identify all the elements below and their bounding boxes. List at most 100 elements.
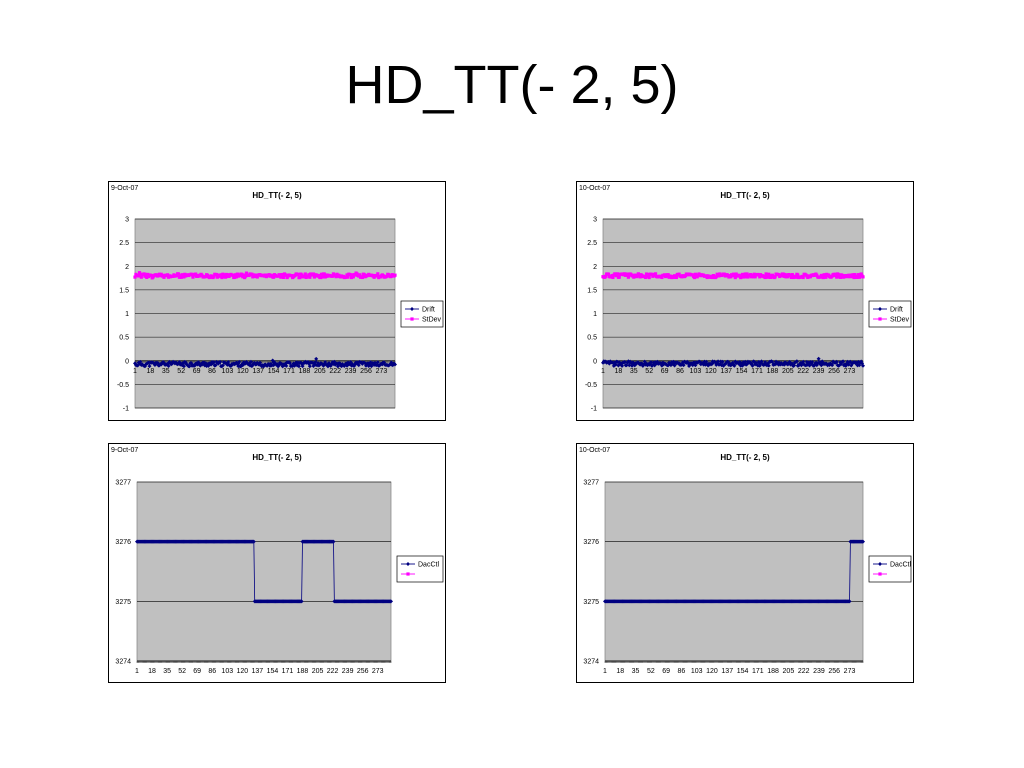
data-point — [704, 359, 709, 364]
legend-marker — [410, 307, 414, 311]
data-point — [627, 363, 632, 368]
plot-area — [136, 481, 392, 662]
x-tick-label: 154 — [268, 368, 280, 375]
data-point — [356, 363, 361, 368]
data-point — [350, 273, 355, 277]
data-point — [789, 275, 794, 280]
data-point — [650, 272, 654, 276]
y-tick-label: 2.5 — [587, 240, 597, 247]
data-point — [856, 359, 861, 364]
legend-label: Drift — [422, 307, 435, 314]
data-point — [794, 275, 798, 279]
y-tick-label: 3 — [593, 217, 597, 224]
x-tick-label: 154 — [267, 668, 279, 675]
data-point — [783, 272, 787, 277]
x-tick-label: 52 — [177, 368, 185, 375]
data-point — [850, 274, 854, 279]
data-point — [342, 363, 347, 368]
data-point — [660, 360, 665, 365]
x-tick-label: 188 — [299, 368, 311, 375]
data-point — [138, 359, 143, 364]
data-point — [779, 274, 784, 278]
data-point — [337, 361, 342, 366]
data-point — [810, 360, 815, 365]
data-point — [183, 272, 187, 276]
data-point — [251, 539, 256, 544]
x-tick-label: 256 — [360, 368, 372, 375]
y-tick-label: 1 — [125, 311, 129, 318]
y-tick-label: 3274 — [115, 659, 131, 666]
data-point — [695, 275, 699, 279]
data-point — [299, 599, 304, 604]
data-point — [744, 275, 748, 279]
data-point — [824, 275, 828, 279]
data-point — [794, 359, 799, 364]
data-point — [705, 275, 709, 280]
data-point — [611, 363, 616, 368]
data-point — [194, 272, 198, 276]
data-point — [339, 364, 344, 369]
data-point — [782, 362, 787, 367]
data-point — [220, 363, 225, 368]
y-tick-label: 0.5 — [119, 335, 129, 342]
x-tick-label: 222 — [329, 368, 341, 375]
data-point — [202, 363, 207, 368]
data-point — [650, 362, 655, 367]
data-point — [801, 275, 805, 280]
data-point — [757, 273, 761, 277]
data-point — [792, 363, 797, 368]
data-point — [204, 274, 208, 279]
data-point — [644, 272, 649, 276]
data-point — [307, 364, 312, 369]
data-point — [647, 275, 651, 280]
chart-svg: 9-Oct-07 HD_TT(- 2, 5) -1 -0.5 0 0.5 1 1.5 2 2.5 3… — [108, 181, 446, 421]
data-point — [727, 361, 732, 366]
x-tick-label: 52 — [645, 368, 653, 375]
x-tick-label: 273 — [844, 668, 856, 675]
data-point — [720, 359, 725, 364]
data-point — [606, 272, 611, 276]
data-point — [788, 274, 793, 278]
x-tick-label: 205 — [782, 368, 794, 375]
data-point — [155, 360, 160, 365]
data-point — [352, 363, 357, 368]
legend-marker — [878, 317, 882, 321]
data-point — [360, 275, 364, 280]
data-point — [362, 272, 366, 277]
data-point — [841, 359, 846, 364]
data-point — [218, 359, 223, 364]
x-tick-label: 239 — [345, 368, 357, 375]
data-point — [245, 360, 250, 365]
data-point — [166, 364, 171, 369]
data-point — [244, 271, 249, 275]
data-point — [610, 273, 614, 278]
data-point — [307, 273, 311, 277]
data-point — [374, 363, 379, 368]
data-point — [804, 359, 809, 364]
x-tick-label: 52 — [178, 668, 186, 675]
data-point — [180, 273, 184, 277]
y-tick-label: 3276 — [583, 539, 599, 546]
data-point — [693, 363, 698, 368]
data-point — [603, 359, 608, 364]
data-point — [729, 275, 733, 279]
data-point — [861, 539, 865, 544]
data-point — [311, 272, 316, 276]
data-point — [240, 272, 244, 276]
x-tick-label: 273 — [376, 368, 388, 375]
data-point — [663, 273, 667, 277]
x-tick-label: 86 — [208, 368, 216, 375]
data-point — [692, 275, 697, 280]
data-point — [272, 275, 276, 279]
data-point — [233, 273, 238, 277]
data-point — [344, 363, 349, 368]
legend-marker — [878, 562, 882, 566]
data-point — [847, 599, 852, 604]
data-point — [750, 363, 755, 368]
data-point — [617, 360, 622, 365]
data-point — [358, 273, 362, 277]
data-point — [815, 273, 819, 277]
data-point — [787, 359, 792, 364]
data-point — [280, 364, 285, 369]
data-point — [799, 363, 804, 368]
